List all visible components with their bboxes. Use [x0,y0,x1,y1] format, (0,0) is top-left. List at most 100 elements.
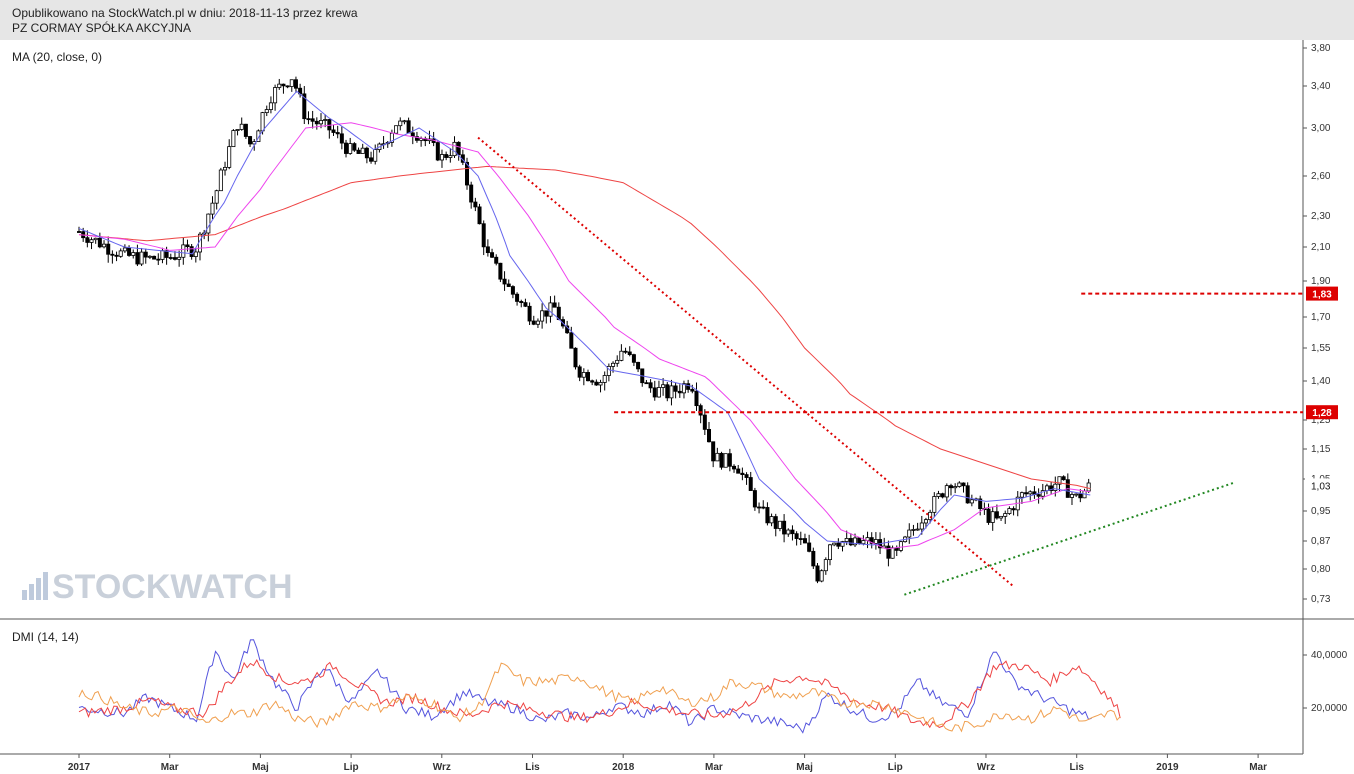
main-indicator-label: MA (20, close, 0) [12,50,102,64]
y-tick-label: 1,55 [1311,343,1331,354]
candle-body [369,157,374,162]
candle-body [782,520,787,535]
candle-body [857,537,862,545]
candle-body [1036,494,1041,497]
last-price-label: 1,03 [1311,481,1331,492]
candle-body [177,256,182,260]
ma20-line [78,90,1091,546]
candle-body [1053,483,1058,491]
candle-body [85,237,90,243]
dmi-tick-label: 20,0000 [1311,703,1348,714]
candle-body [844,538,849,542]
candle-body [898,541,903,551]
candle-body [636,361,641,370]
candle-body [681,383,686,394]
watermark-text: STOCKWATCH [52,568,293,606]
candle-body [598,382,603,386]
candle-body [419,138,424,141]
candle-body [531,320,536,325]
candle-body [873,539,878,544]
candle-body [227,146,232,168]
y-tick-label: 2,60 [1311,171,1331,182]
candle-body [135,252,140,265]
candle-body [602,375,607,383]
candle-body [652,387,657,398]
candle-body [114,254,119,257]
candle-body [794,533,799,539]
x-tick-label: Wrz [433,762,451,773]
candle-body [944,485,949,498]
watermark-bar [29,584,34,600]
candle-body [665,384,670,399]
candle-body [765,507,770,524]
candle-body [210,202,215,215]
candle-body [606,365,611,376]
candle-body [448,155,453,158]
candle-body [836,542,841,547]
candle-body [485,246,490,254]
candle-body [444,154,449,158]
candle-body [752,490,757,508]
candle-body [548,302,553,317]
candle-body [802,538,807,544]
adx-line [78,662,1121,733]
candle-body [318,120,323,125]
candle-body [915,528,920,531]
candle-body [719,452,724,468]
y-tick-label: 0,95 [1311,506,1331,517]
candle-body [206,213,211,234]
candle-body [590,380,595,383]
chart-header: Opublikowano na StockWatch.pl w dniu: 20… [0,0,1354,40]
level-badge-label: 1,28 [1312,408,1332,419]
level-badge [1306,286,1338,301]
level-badge-label: 1,83 [1312,290,1332,301]
candle-body [402,120,407,123]
candle-body [886,545,891,559]
candle-body [439,154,444,161]
watermark-bar [22,590,27,600]
candle-body [999,515,1004,519]
candle-body [736,468,741,474]
dmi-tick-label: 40,0000 [1311,650,1348,661]
candle-body [573,347,578,368]
candle-body [1057,476,1062,485]
instrument-name: PZ CORMAY SPÓŁKA AKCYJNA [12,21,191,35]
candle-body [156,258,161,261]
candle-body [364,147,369,159]
candle-body [807,542,812,552]
downtrend-line [477,136,1014,587]
candle-body [131,252,136,256]
candle-body [619,350,624,361]
candle-body [218,169,223,192]
candle-body [331,129,336,133]
candle-body [702,414,707,430]
candle-body [694,390,699,407]
candle-body [498,262,503,280]
candle-body [160,250,165,260]
candle-body [268,102,273,110]
candle-body [335,132,340,135]
x-tick-label: 2018 [612,762,635,773]
candle-body [139,251,144,265]
candle-body [890,547,895,559]
candle-body [798,538,803,540]
candle-body [644,382,649,385]
candle-body [110,253,115,256]
dmi-indicator-label: DMI (14, 14) [12,630,79,644]
watermark-bar [43,572,48,600]
ma-long-line [78,165,1091,490]
candle-body [773,516,778,529]
candle-body [398,120,403,127]
candle-body [406,120,411,134]
candle-body [302,93,307,120]
candle-body [707,428,712,443]
candle-body [477,206,482,225]
candle-body [152,255,157,260]
candle-body [840,541,845,547]
candle-body [189,246,194,257]
candle-body [978,498,983,510]
candle-body [515,293,520,302]
candle-body [936,493,941,497]
x-tick-label: Lis [525,762,540,773]
